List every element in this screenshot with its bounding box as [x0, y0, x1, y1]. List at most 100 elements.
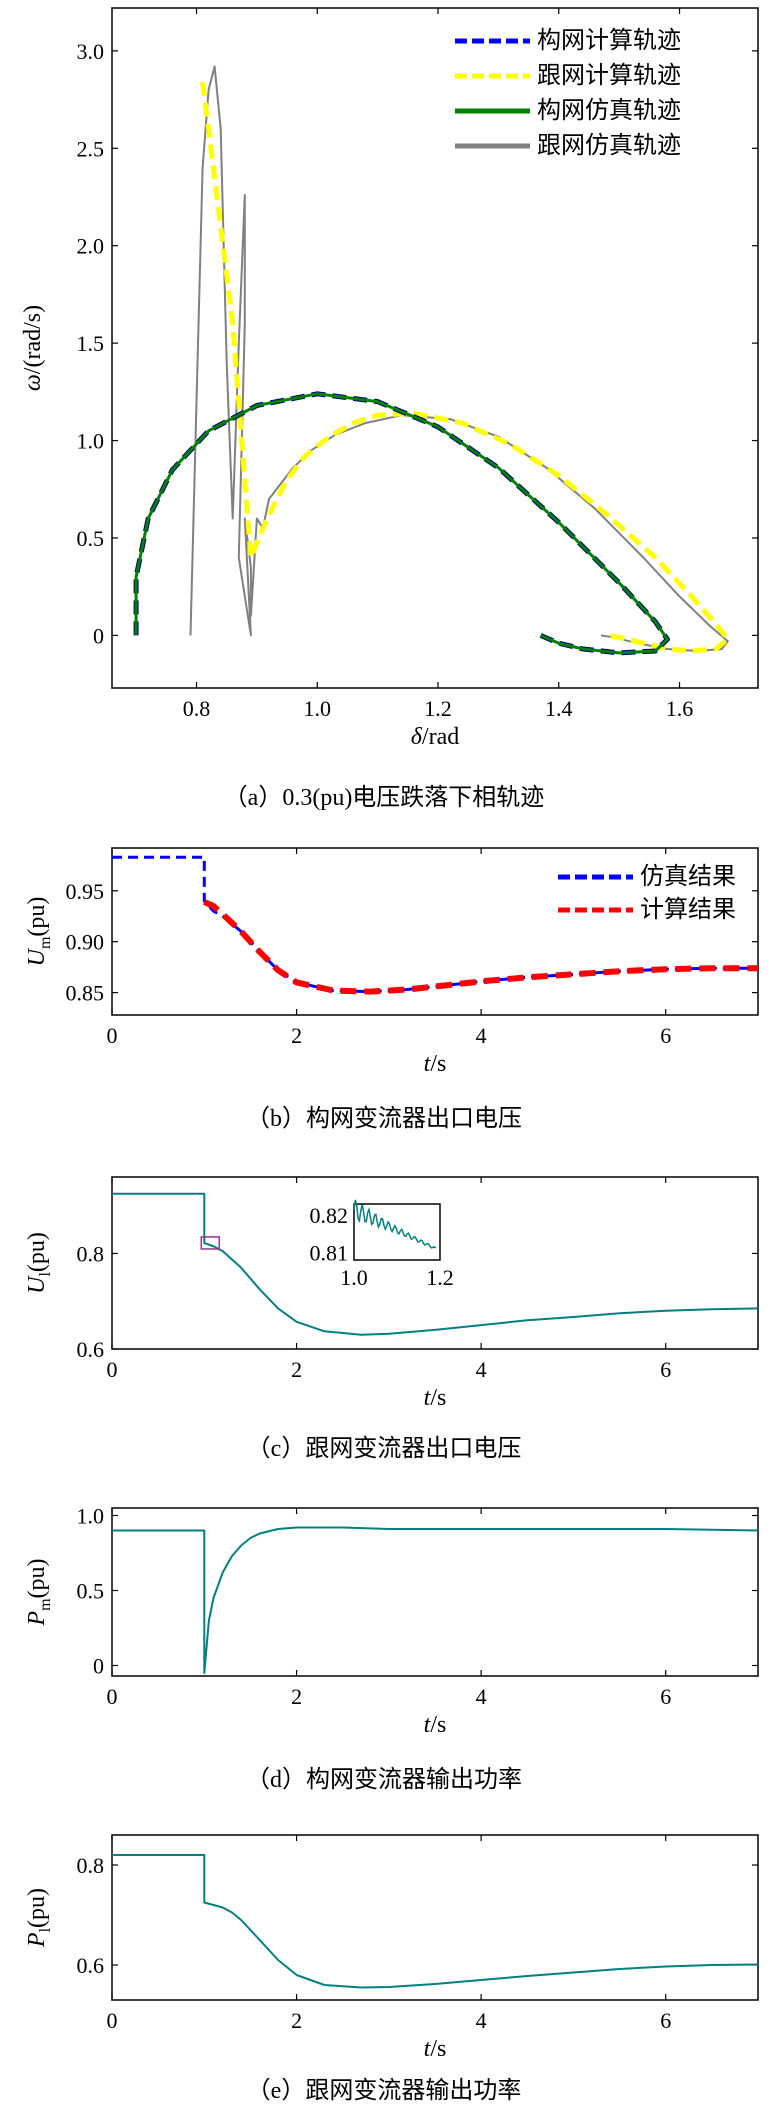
panel-caption: （b）构网变流器出口电压 [246, 1105, 522, 1132]
legend-label: 构网计算轨迹 [537, 27, 681, 54]
y-axis-label-subscript: m [37, 1598, 54, 1611]
series-line-a-0 [133, 391, 670, 656]
x-axis-label-symbol: t [424, 1385, 432, 1411]
x-axis-label-unit: /s [430, 1712, 446, 1738]
x-tick-label: 0 [107, 1684, 118, 1709]
y-axis-label-subscript: l [37, 1927, 54, 1932]
x-axis-label: t/s [424, 2036, 447, 2062]
y-axis-label: Um(pu) [24, 897, 54, 967]
x-tick-label: 2 [291, 1684, 302, 1709]
inset: 1.0 1.2 0.81 0.82 [200, 1199, 454, 1290]
x-tick-label: 6 [660, 2008, 671, 2033]
x-tick-label: 4 [476, 1023, 487, 1048]
y-axis-label-symbol: U [24, 947, 50, 966]
y-axis-label-subscript: l [37, 1272, 54, 1277]
y-tick-label: 0 [93, 1654, 104, 1679]
x-tick-label: 0 [107, 2008, 118, 2033]
series-line-e-0 [112, 1854, 758, 1989]
series-line-d-0 [112, 1526, 758, 1674]
inset-source-box [200, 1236, 221, 1250]
y-axis-label-unit: /(rad/s) [20, 305, 46, 374]
y-axis-label-symbol: ω [20, 374, 46, 391]
inset-y-tick-label: 0.81 [310, 1241, 349, 1266]
legend-label: 计算结果 [640, 896, 736, 923]
x-tick-label: 6 [660, 1684, 671, 1709]
y-tick-label: 0.85 [66, 981, 105, 1006]
y-axis-label-symbol: U [24, 1275, 50, 1294]
x-tick-label: 6 [660, 1357, 671, 1382]
series-line-a-2 [134, 392, 669, 655]
inset-x-tick-label: 1.2 [426, 1265, 454, 1290]
x-axis-label-unit: /rad [422, 724, 459, 750]
y-axis-label-unit: (pu) [24, 1558, 50, 1598]
y-axis-label-unit: (pu) [24, 1232, 50, 1272]
x-axis-label-symbol: t [424, 1051, 432, 1077]
legend-label: 仿真结果 [640, 863, 736, 890]
y-tick-label: 0 [93, 623, 104, 648]
x-tick-label: 2 [291, 1357, 302, 1382]
y-axis-label-symbol: P [24, 1611, 50, 1627]
series-line-a-1 [200, 81, 731, 654]
x-tick-label: 1.4 [545, 696, 573, 721]
x-axis-label-symbol: δ [411, 724, 423, 750]
x-tick-label: 2 [291, 1023, 302, 1048]
x-tick-label: 0.8 [183, 696, 211, 721]
panel-caption: （a）0.3(pu)电压跌落下相轨迹 [224, 784, 545, 811]
x-axis-label-unit: /s [430, 2036, 446, 2062]
series-group [133, 65, 731, 656]
x-axis-label-symbol: t [424, 1712, 432, 1738]
y-tick-label: 0.6 [77, 1337, 105, 1362]
series-group [112, 855, 758, 995]
y-axis-label: Pl(pu) [24, 1888, 54, 1948]
x-tick-label: 0 [107, 1023, 118, 1048]
y-axis-label-unit: (pu) [24, 897, 50, 937]
y-tick-label: 1.0 [77, 1504, 105, 1529]
x-axis-label: t/s [424, 1385, 447, 1411]
panel-caption: （d）构网变流器输出功率 [246, 1766, 522, 1793]
y-axis-label: ω/(rad/s) [20, 305, 46, 391]
x-tick-label: 1.6 [666, 696, 694, 721]
panel-a: 0.8 1.0 1.2 1.4 1.6 0 0.5 1.0 1.5 2.0 2.5 3.0 δ/rad ω… [20, 7, 759, 811]
series-line-c-0 [112, 1192, 758, 1336]
inset-trace [353, 1199, 437, 1249]
series-group [112, 1526, 758, 1674]
legend-label: 构网仿真轨迹 [537, 97, 681, 124]
y-tick-label: 0.8 [77, 1853, 105, 1878]
inset-y-tick-label: 0.82 [310, 1203, 349, 1228]
x-tick-label: 2 [291, 2008, 302, 2033]
plot-frame [111, 7, 759, 689]
y-tick-label: 0.8 [77, 1241, 105, 1266]
y-tick-label: 2.5 [77, 136, 105, 161]
x-tick-label: 0 [107, 1357, 118, 1382]
x-tick-label: 4 [476, 1357, 487, 1382]
y-tick-label: 0.6 [77, 1953, 105, 1978]
x-axis-label-symbol: t [424, 2036, 432, 2062]
y-tick-label: 0.90 [66, 930, 105, 955]
panel-caption: （e）跟网变流器输出功率 [247, 2077, 522, 2104]
y-tick-label: 2.0 [77, 234, 105, 259]
series-line-a-3 [189, 65, 729, 652]
x-axis-label: t/s [424, 1051, 447, 1077]
x-tick-label: 4 [476, 1684, 487, 1709]
inset-x-tick-label: 1.0 [340, 1265, 368, 1290]
legend-label: 跟网仿真轨迹 [537, 132, 681, 159]
panel-caption: （c）跟网变流器出口电压 [247, 1435, 522, 1462]
y-axis-label: Ul(pu) [24, 1232, 54, 1294]
y-tick-label: 0.95 [66, 879, 105, 904]
panel-d: 0 2 4 6 0 0.5 1.0 t/s Pm(pu) （d）构网变流器输出功率 [24, 1504, 759, 1793]
y-tick-label: 0.5 [77, 1579, 105, 1604]
plot-frame [111, 1176, 759, 1350]
y-axis-label-subscript: m [37, 936, 54, 949]
y-axis-label-symbol: P [24, 1932, 50, 1948]
x-axis-label-unit: /s [430, 1051, 446, 1077]
plot-frame [111, 847, 759, 1016]
x-axis-label: t/s [424, 1712, 447, 1738]
x-tick-label: 4 [476, 2008, 487, 2033]
y-tick-label: 3.0 [77, 39, 105, 64]
panel-c: 0 2 4 6 0.6 0.8 t/s Ul(pu) （c）跟网变流器出口电压 1.0 1.2 0.8… [24, 1176, 759, 1462]
legend-label: 跟网计算轨迹 [537, 62, 681, 89]
